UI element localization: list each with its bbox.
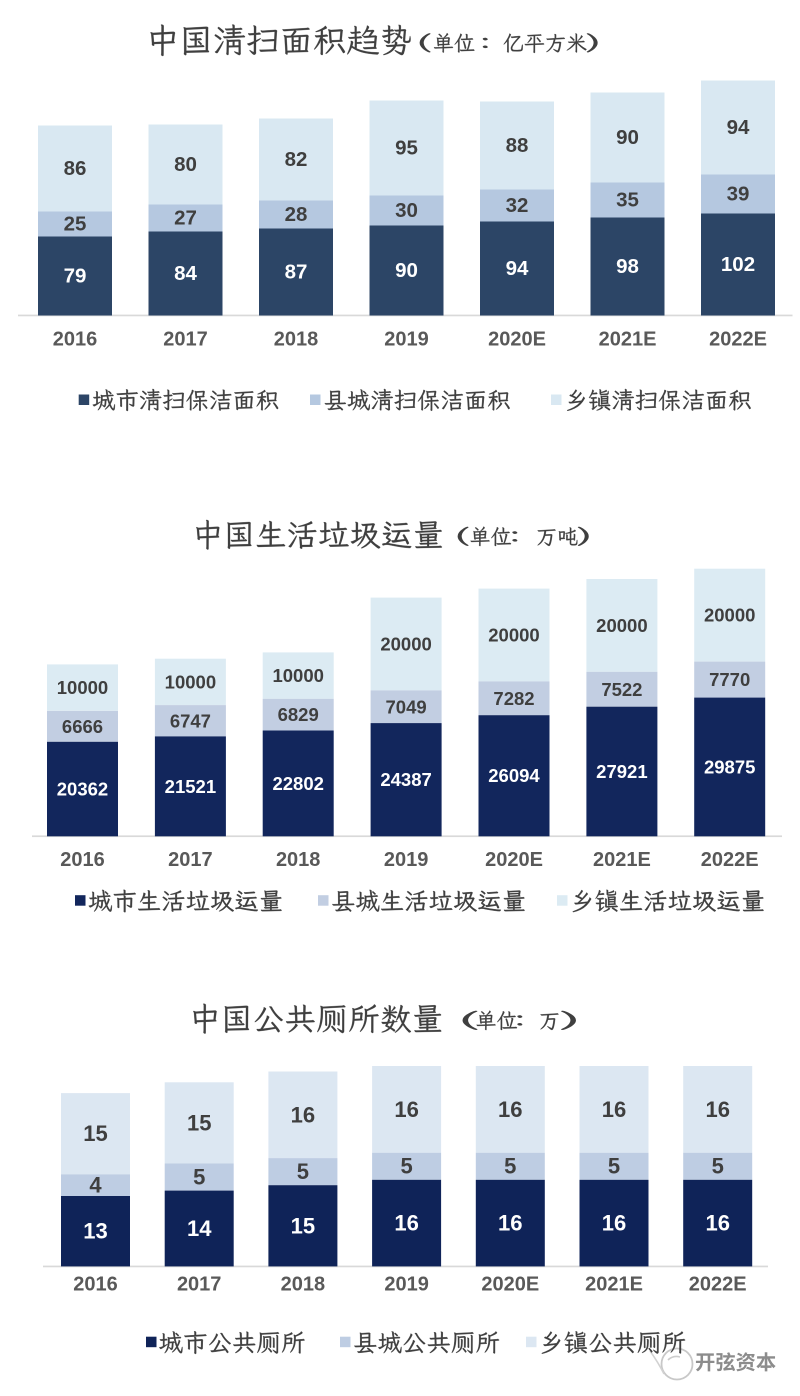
svg-text:14: 14 <box>187 1216 212 1241</box>
svg-text:15: 15 <box>187 1110 211 1135</box>
svg-text:16: 16 <box>602 1097 626 1122</box>
svg-text:2018: 2018 <box>274 329 319 351</box>
svg-text:2020E: 2020E <box>481 1274 539 1296</box>
svg-text:28: 28 <box>285 203 308 226</box>
svg-text:2022E: 2022E <box>689 1274 747 1296</box>
svg-text:20000: 20000 <box>488 625 539 646</box>
svg-text:10000: 10000 <box>165 671 216 692</box>
svg-text:15: 15 <box>83 1121 107 1146</box>
svg-text:16: 16 <box>394 1211 418 1236</box>
svg-text:2022E: 2022E <box>709 329 767 351</box>
svg-text:6829: 6829 <box>278 704 319 725</box>
svg-text:16: 16 <box>394 1097 418 1122</box>
svg-text:2017: 2017 <box>168 849 213 871</box>
svg-text:2019: 2019 <box>384 329 429 351</box>
svg-text:86: 86 <box>64 157 87 180</box>
svg-text:24387: 24387 <box>380 769 431 790</box>
svg-text:2016: 2016 <box>73 1274 118 1296</box>
svg-text:6666: 6666 <box>62 716 103 737</box>
svg-text:5: 5 <box>504 1154 516 1179</box>
svg-text:4: 4 <box>89 1173 102 1198</box>
svg-text:2017: 2017 <box>163 329 208 351</box>
svg-text:2017: 2017 <box>177 1274 222 1296</box>
svg-text:2019: 2019 <box>384 849 429 871</box>
svg-text:32: 32 <box>506 194 529 217</box>
svg-text:16: 16 <box>705 1211 729 1236</box>
svg-text:2016: 2016 <box>60 849 105 871</box>
svg-text:5: 5 <box>400 1154 412 1179</box>
svg-text:88: 88 <box>506 134 529 157</box>
svg-text:2016: 2016 <box>53 329 98 351</box>
svg-text:2021E: 2021E <box>593 849 651 871</box>
svg-text:94: 94 <box>727 116 750 139</box>
svg-text:82: 82 <box>285 148 308 171</box>
svg-text:6747: 6747 <box>170 710 211 731</box>
svg-text:90: 90 <box>395 259 418 282</box>
svg-text:79: 79 <box>64 265 87 288</box>
svg-text:87: 87 <box>285 261 308 284</box>
svg-text:5: 5 <box>193 1165 205 1190</box>
svg-text:13: 13 <box>83 1219 107 1244</box>
svg-text:5: 5 <box>297 1159 309 1184</box>
svg-text:16: 16 <box>291 1102 315 1127</box>
svg-text:29875: 29875 <box>704 757 755 778</box>
svg-text:27921: 27921 <box>596 761 647 782</box>
svg-text:27: 27 <box>174 207 197 230</box>
svg-text:16: 16 <box>602 1211 626 1236</box>
svg-text:98: 98 <box>616 255 639 278</box>
svg-text:94: 94 <box>506 257 529 280</box>
svg-text:20362: 20362 <box>57 779 108 800</box>
svg-text:35: 35 <box>616 189 639 212</box>
svg-text:95: 95 <box>395 137 418 160</box>
svg-text:102: 102 <box>721 253 755 276</box>
svg-text:25: 25 <box>64 213 87 236</box>
svg-text:2018: 2018 <box>276 849 321 871</box>
svg-text:2018: 2018 <box>281 1274 326 1296</box>
svg-text:30: 30 <box>395 199 418 222</box>
svg-text:2020E: 2020E <box>485 849 543 871</box>
svg-text:2022E: 2022E <box>701 849 759 871</box>
svg-text:7282: 7282 <box>493 688 534 709</box>
svg-text:2020E: 2020E <box>488 329 546 351</box>
svg-text:16: 16 <box>498 1097 522 1122</box>
svg-text:10000: 10000 <box>272 665 323 686</box>
svg-text:22802: 22802 <box>272 773 323 794</box>
svg-text:7049: 7049 <box>386 696 427 717</box>
svg-text:20000: 20000 <box>380 634 431 655</box>
svg-text:5: 5 <box>712 1154 724 1179</box>
svg-text:2019: 2019 <box>384 1274 429 1296</box>
svg-text:2021E: 2021E <box>599 329 657 351</box>
svg-text:2021E: 2021E <box>585 1274 643 1296</box>
svg-text:5: 5 <box>608 1154 620 1179</box>
svg-text:16: 16 <box>705 1097 729 1122</box>
svg-text:20000: 20000 <box>596 615 647 636</box>
svg-text:7770: 7770 <box>709 669 750 690</box>
svg-text:21521: 21521 <box>165 776 216 797</box>
svg-text:20000: 20000 <box>704 605 755 626</box>
svg-text:80: 80 <box>174 153 197 176</box>
svg-text:7522: 7522 <box>601 679 642 700</box>
svg-text:15: 15 <box>291 1213 315 1238</box>
svg-text:90: 90 <box>616 126 639 149</box>
svg-text:39: 39 <box>727 183 750 206</box>
svg-text:16: 16 <box>498 1211 522 1236</box>
svg-text:84: 84 <box>174 262 197 285</box>
svg-text:10000: 10000 <box>57 677 108 698</box>
svg-text:26094: 26094 <box>488 765 540 786</box>
